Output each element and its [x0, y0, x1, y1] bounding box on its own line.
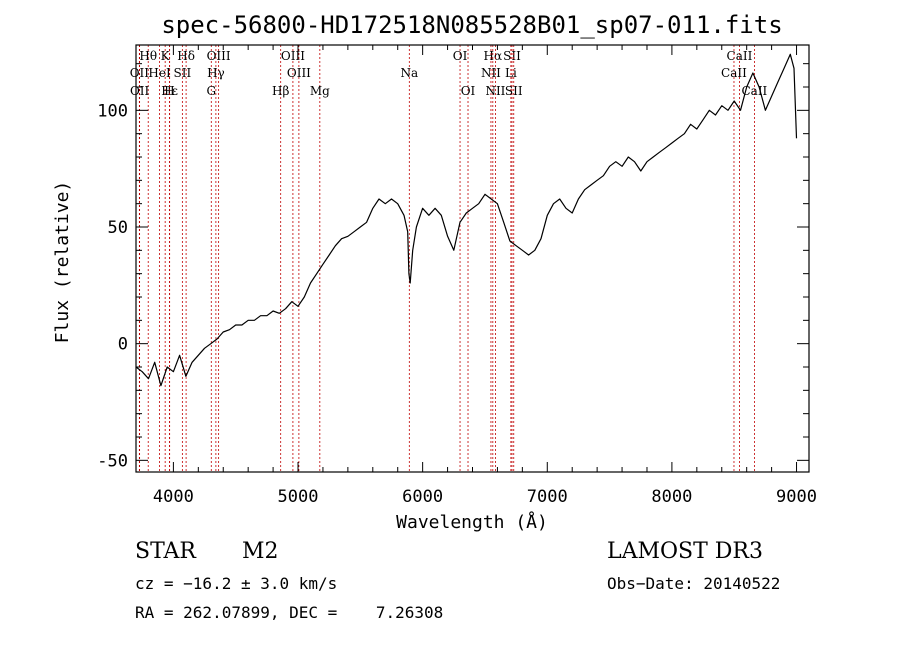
chart-title: spec-56800-HD172518N085528B01_sp07-011.f…: [161, 11, 782, 39]
coordinates: RA = 262.07899, DEC = 7.26308: [135, 603, 444, 622]
spectral-line-label: Li: [505, 66, 517, 80]
x-tick-label: 4000: [153, 487, 194, 507]
object-class: STAR: [135, 539, 196, 564]
spectral-line-label: SII: [505, 84, 523, 98]
spectral-line-label: Na: [400, 66, 418, 80]
spectrum-line: [135, 53, 798, 387]
spectral-line-label: OIII: [287, 66, 311, 80]
spectral-line-label: OII: [130, 84, 150, 98]
spectral-line-label: H: [164, 84, 174, 98]
spectral-line-label: CaII: [727, 49, 753, 63]
y-tick-label: 100: [97, 101, 128, 121]
y-tick-label: 0: [118, 335, 128, 355]
spectral-line-label: HeI: [148, 66, 171, 80]
spectral-line-label: OIII: [207, 49, 231, 63]
spectral-line-label: Hδ: [177, 49, 195, 63]
spectral-line-label: G: [206, 84, 216, 98]
spectral-line-label: Hγ: [207, 66, 225, 80]
spectral-line-label: Hθ: [139, 49, 157, 63]
spectral-line-label: SII: [174, 66, 192, 80]
x-tick-label: 9000: [776, 487, 817, 507]
y-axis-label: Flux (relative): [52, 181, 73, 344]
spectral-line-label: SII: [503, 49, 521, 63]
spectral-line-label: OIII: [281, 49, 305, 63]
spectral-line-label: Mg: [310, 84, 330, 98]
spectral-line-label: OI: [453, 49, 468, 63]
spectral-line-label: NII: [481, 66, 501, 80]
plot-frame: [135, 44, 810, 473]
x-axis-label: Wavelength (Å): [396, 511, 548, 533]
obs-date: Obs−Date: 20140522: [607, 574, 781, 593]
redshift-info: cz = −16.2 ± 3.0 km/s: [135, 574, 338, 593]
spectral-line-label: NII: [485, 84, 505, 98]
x-tick-label: 7000: [527, 487, 568, 507]
spectral-line-label: CaII: [721, 66, 747, 80]
object-subclass: M2: [242, 539, 279, 564]
spectral-line-label: OI: [461, 84, 476, 98]
x-tick-label: 5000: [278, 487, 319, 507]
y-tick-label: -50: [97, 451, 128, 471]
spectral-line-label: Hβ: [272, 84, 289, 98]
survey-name: LAMOST DR3: [607, 539, 763, 564]
x-tick-label: 6000: [402, 487, 443, 507]
x-tick-label: 8000: [651, 487, 692, 507]
spectral-line-label: Hα: [484, 49, 503, 63]
y-tick-label: 50: [108, 218, 128, 238]
spectral-line-label: K: [161, 49, 171, 63]
